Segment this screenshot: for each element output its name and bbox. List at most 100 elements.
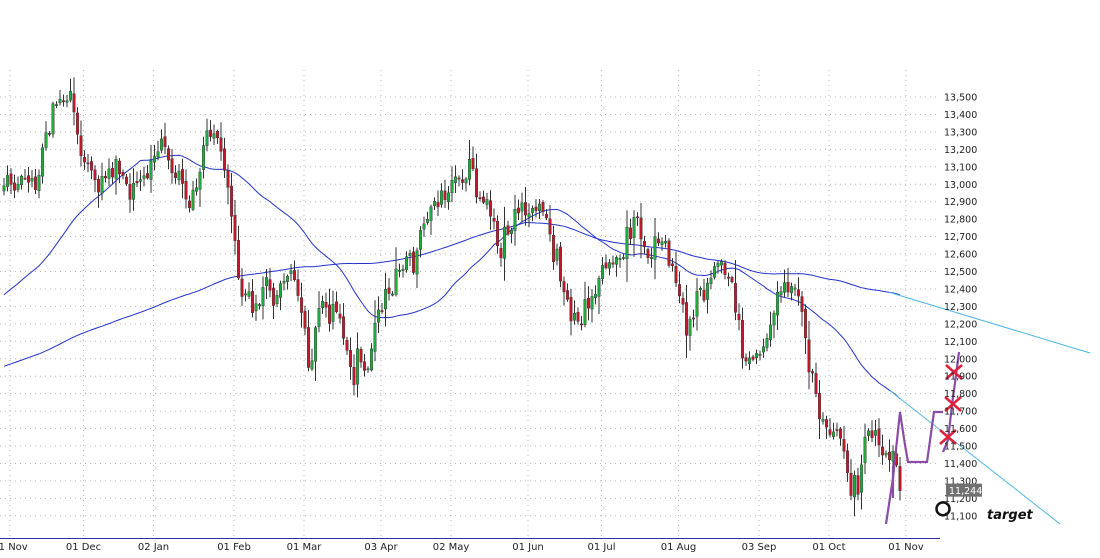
candle-up (583, 299, 587, 325)
candle-down (166, 148, 170, 161)
candle-up (755, 353, 759, 359)
candle-up (450, 180, 454, 193)
candle-down (48, 133, 52, 135)
candle-down (117, 160, 121, 175)
candle-down (110, 168, 114, 178)
candle-up (201, 145, 205, 170)
candle-down (89, 161, 93, 171)
candle-down (888, 451, 892, 461)
candle-up (503, 226, 507, 259)
candle-down (215, 130, 219, 139)
candle-up (331, 304, 335, 322)
candle-up (762, 346, 766, 353)
y-tick-label: 11,600 (944, 424, 977, 435)
y-tick-label: 13,500 (944, 93, 977, 104)
candle-down (604, 262, 608, 269)
candle-down (611, 262, 615, 265)
candle-up (632, 217, 636, 238)
candle-up (198, 171, 202, 190)
candle-down (643, 240, 647, 248)
y-tick-label: 12,200 (944, 319, 977, 330)
candle-down (566, 290, 570, 300)
candle-up (510, 229, 514, 235)
candle-down (338, 313, 342, 319)
candle-up (310, 360, 314, 370)
candle-up (863, 436, 867, 463)
candle-up (590, 296, 594, 310)
candle-down (208, 129, 212, 137)
candle-up (286, 276, 290, 282)
candle-up (531, 207, 535, 213)
candle-down (250, 291, 254, 313)
candle-up (366, 368, 370, 371)
candle-down (580, 323, 584, 326)
candle-up (419, 230, 423, 250)
candle-down (124, 176, 128, 184)
candle-up (275, 295, 279, 304)
candle-up (149, 160, 153, 180)
candle-up (433, 201, 437, 206)
candle-down (184, 180, 188, 200)
x-tick-label: 03 Apr (364, 542, 398, 553)
candle-down (229, 185, 233, 217)
candle-down (842, 439, 846, 452)
y-tick-label: 12,100 (944, 337, 977, 348)
candle-up (254, 303, 258, 312)
candle-down (75, 112, 79, 135)
y-tick-label: 13,300 (944, 127, 977, 138)
y-tick-label: 13,000 (944, 180, 977, 191)
last-price-badge (946, 483, 982, 497)
candle-down (34, 176, 38, 190)
candle-up (243, 293, 247, 296)
candle-down (667, 240, 671, 266)
y-tick-label: 12,500 (944, 267, 977, 278)
candle-down (475, 168, 479, 198)
candle-down (328, 304, 332, 324)
candle-down (12, 182, 16, 191)
candle-down (335, 301, 339, 313)
candle-up (720, 261, 724, 266)
candle-down (380, 310, 384, 312)
candle-up (317, 308, 321, 327)
target-cross-marker (945, 364, 963, 380)
candle-up (748, 357, 752, 364)
y-tick-label: 13,200 (944, 145, 977, 156)
candle-down (236, 240, 240, 279)
candle-down (9, 173, 13, 185)
candle-up (142, 175, 146, 179)
candle-down (345, 340, 349, 351)
x-tick-label: 02 Jan (138, 542, 169, 553)
candle-down (562, 281, 566, 293)
y-tick-label: 13,400 (944, 110, 977, 121)
candle-up (384, 289, 388, 310)
candle-down (797, 289, 801, 297)
x-tick-label: 01 Oct (812, 542, 845, 553)
candle-up (107, 168, 111, 179)
candle-down (324, 301, 328, 308)
candle-down (524, 202, 528, 216)
candle-down (412, 251, 416, 273)
candle-up (282, 281, 286, 284)
candle-down (804, 308, 808, 339)
candle-up (874, 430, 878, 436)
candle-up (699, 288, 703, 290)
candle-down (702, 289, 706, 301)
candle-up (783, 282, 787, 293)
candle-down (881, 446, 885, 456)
x-tick-label: 01 Mar (287, 542, 323, 553)
candle-down (121, 172, 125, 176)
candle-down (846, 450, 850, 473)
y-tick-label: 11,700 (944, 407, 977, 418)
candle-down (170, 158, 174, 174)
candle-up (138, 179, 142, 182)
candle-down (173, 172, 177, 178)
candle-down (839, 428, 843, 439)
candle-up (258, 304, 262, 306)
candle-down (800, 296, 804, 312)
candle-down (734, 283, 738, 313)
candle-up (131, 183, 135, 200)
candle-up (573, 313, 577, 321)
candle-up (426, 219, 430, 223)
candle-up (538, 203, 542, 212)
